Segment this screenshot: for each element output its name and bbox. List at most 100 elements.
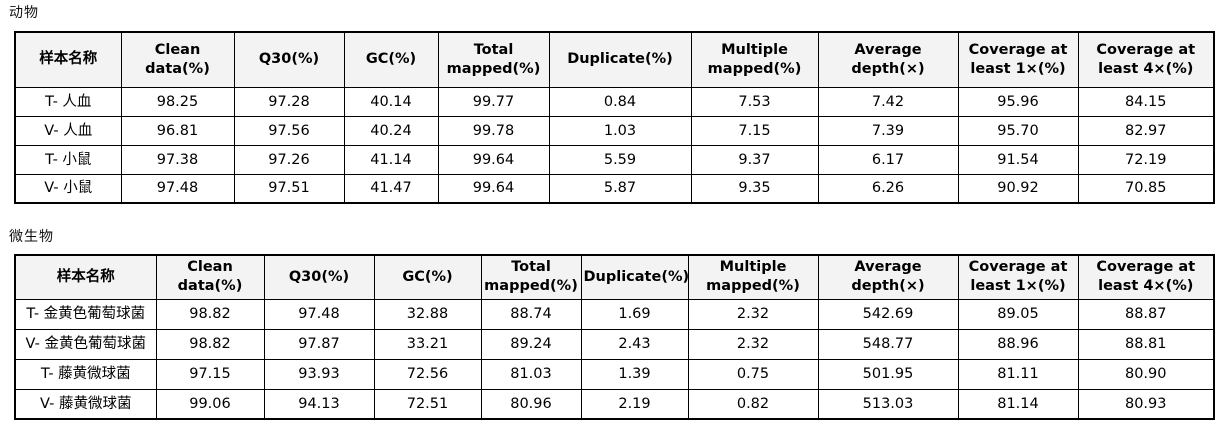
qc-report-page: 动物 样本名称 Clean data(%) Q30(%) GC(%) Total…	[0, 5, 1218, 420]
header-cell-total-mapped: Total mapped(%)	[437, 31, 550, 88]
header-cell-gc: GC(%)	[343, 31, 439, 88]
cell-coverage-4x: 70.85	[1077, 173, 1215, 204]
header-cell-sample-name: 样本名称	[14, 31, 122, 88]
cell-coverage-4x: 82.97	[1077, 115, 1215, 146]
cell-average-depth: 542.69	[817, 298, 959, 330]
cell-clean-data: 98.25	[120, 86, 235, 117]
cell-sample-name: V- 金黄色葡萄球菌	[14, 328, 157, 360]
cell-coverage-1x: 88.96	[957, 328, 1079, 360]
cell-duplicate: 5.59	[548, 144, 692, 175]
cell-coverage-1x: 81.11	[957, 358, 1079, 390]
cell-total-mapped: 89.24	[480, 328, 582, 360]
cell-total-mapped: 99.77	[437, 86, 550, 117]
cell-coverage-4x: 80.90	[1077, 358, 1215, 390]
cell-multiple-mapped: 9.37	[690, 144, 819, 175]
header-cell-clean-data: Clean data(%)	[155, 254, 265, 300]
cell-q30: 93.93	[263, 358, 375, 390]
microbes-section: 微生物 样本名称 Clean data(%) Q30(%) GC(%) Tota…	[0, 229, 1218, 420]
cell-q30: 97.26	[233, 144, 345, 175]
cell-clean-data: 97.15	[155, 358, 265, 390]
cell-sample-name: T- 藤黄微球菌	[14, 358, 157, 390]
microbes-qc-table: 样本名称 Clean data(%) Q30(%) GC(%) Total ma…	[14, 254, 1215, 420]
cell-q30: 97.51	[233, 173, 345, 204]
cell-clean-data: 98.82	[155, 328, 265, 360]
cell-multiple-mapped: 7.15	[690, 115, 819, 146]
cell-clean-data: 98.82	[155, 298, 265, 330]
header-cell-coverage-1x: Coverage at least 1×(%)	[957, 254, 1079, 300]
cell-duplicate: 2.19	[580, 388, 689, 420]
cell-sample-name: V- 人血	[14, 115, 122, 146]
cell-duplicate: 1.03	[548, 115, 692, 146]
table-row: T- 小鼠 97.38 97.26 41.14 99.64 5.59 9.37 …	[14, 144, 1215, 175]
cell-sample-name: T- 金黄色葡萄球菌	[14, 298, 157, 330]
cell-q30: 97.56	[233, 115, 345, 146]
cell-gc: 40.24	[343, 115, 439, 146]
header-cell-coverage-4x: Coverage at least 4×(%)	[1077, 254, 1215, 300]
cell-multiple-mapped: 0.75	[687, 358, 819, 390]
header-cell-coverage-1x: Coverage at least 1×(%)	[957, 31, 1079, 88]
cell-coverage-1x: 81.14	[957, 388, 1079, 420]
header-cell-gc: GC(%)	[373, 254, 482, 300]
cell-multiple-mapped: 7.53	[690, 86, 819, 117]
animals-section: 动物 样本名称 Clean data(%) Q30(%) GC(%) Total…	[0, 5, 1218, 204]
cell-average-depth: 7.42	[817, 86, 959, 117]
header-cell-q30: Q30(%)	[263, 254, 375, 300]
header-cell-average-depth: Average depth(×)	[817, 31, 959, 88]
cell-coverage-1x: 91.54	[957, 144, 1079, 175]
cell-average-depth: 6.26	[817, 173, 959, 204]
header-cell-duplicate: Duplicate(%)	[548, 31, 692, 88]
table-row: V- 藤黄微球菌 99.06 94.13 72.51 80.96 2.19 0.…	[14, 388, 1215, 420]
table-row: V- 金黄色葡萄球菌 98.82 97.87 33.21 89.24 2.43 …	[14, 328, 1215, 360]
microbes-section-title: 微生物	[9, 229, 54, 245]
cell-total-mapped: 81.03	[480, 358, 582, 390]
cell-coverage-4x: 84.15	[1077, 86, 1215, 117]
cell-coverage-1x: 95.70	[957, 115, 1079, 146]
header-cell-multiple-mapped: Multiple mapped(%)	[690, 31, 819, 88]
cell-sample-name: T- 小鼠	[14, 144, 122, 175]
cell-duplicate: 0.84	[548, 86, 692, 117]
cell-average-depth: 7.39	[817, 115, 959, 146]
cell-q30: 97.48	[263, 298, 375, 330]
table-row: V- 小鼠 97.48 97.51 41.47 99.64 5.87 9.35 …	[14, 173, 1215, 204]
cell-total-mapped: 80.96	[480, 388, 582, 420]
cell-average-depth: 513.03	[817, 388, 959, 420]
cell-gc: 72.51	[373, 388, 482, 420]
header-cell-multiple-mapped: Multiple mapped(%)	[687, 254, 819, 300]
cell-gc: 33.21	[373, 328, 482, 360]
cell-clean-data: 97.38	[120, 144, 235, 175]
cell-coverage-4x: 72.19	[1077, 144, 1215, 175]
cell-total-mapped: 99.64	[437, 144, 550, 175]
cell-coverage-4x: 88.87	[1077, 298, 1215, 330]
animals-section-title: 动物	[9, 5, 39, 21]
cell-average-depth: 501.95	[817, 358, 959, 390]
cell-multiple-mapped: 2.32	[687, 328, 819, 360]
cell-multiple-mapped: 2.32	[687, 298, 819, 330]
table-row: T- 金黄色葡萄球菌 98.82 97.48 32.88 88.74 1.69 …	[14, 298, 1215, 330]
animals-qc-table: 样本名称 Clean data(%) Q30(%) GC(%) Total ma…	[14, 31, 1215, 204]
header-cell-average-depth: Average depth(×)	[817, 254, 959, 300]
cell-total-mapped: 99.78	[437, 115, 550, 146]
cell-clean-data: 99.06	[155, 388, 265, 420]
cell-q30: 94.13	[263, 388, 375, 420]
header-cell-q30: Q30(%)	[233, 31, 345, 88]
cell-duplicate: 1.69	[580, 298, 689, 330]
table-row: T- 人血 98.25 97.28 40.14 99.77 0.84 7.53 …	[14, 86, 1215, 117]
header-cell-total-mapped: Total mapped(%)	[480, 254, 582, 300]
cell-gc: 41.14	[343, 144, 439, 175]
cell-clean-data: 96.81	[120, 115, 235, 146]
cell-sample-name: T- 人血	[14, 86, 122, 117]
cell-gc: 32.88	[373, 298, 482, 330]
cell-gc: 40.14	[343, 86, 439, 117]
cell-q30: 97.28	[233, 86, 345, 117]
cell-average-depth: 548.77	[817, 328, 959, 360]
header-cell-coverage-4x: Coverage at least 4×(%)	[1077, 31, 1215, 88]
cell-gc: 41.47	[343, 173, 439, 204]
cell-total-mapped: 99.64	[437, 173, 550, 204]
cell-duplicate: 5.87	[548, 173, 692, 204]
header-row: 样本名称 Clean data(%) Q30(%) GC(%) Total ma…	[14, 31, 1215, 88]
cell-gc: 72.56	[373, 358, 482, 390]
cell-sample-name: V- 藤黄微球菌	[14, 388, 157, 420]
cell-total-mapped: 88.74	[480, 298, 582, 330]
cell-average-depth: 6.17	[817, 144, 959, 175]
cell-duplicate: 1.39	[580, 358, 689, 390]
